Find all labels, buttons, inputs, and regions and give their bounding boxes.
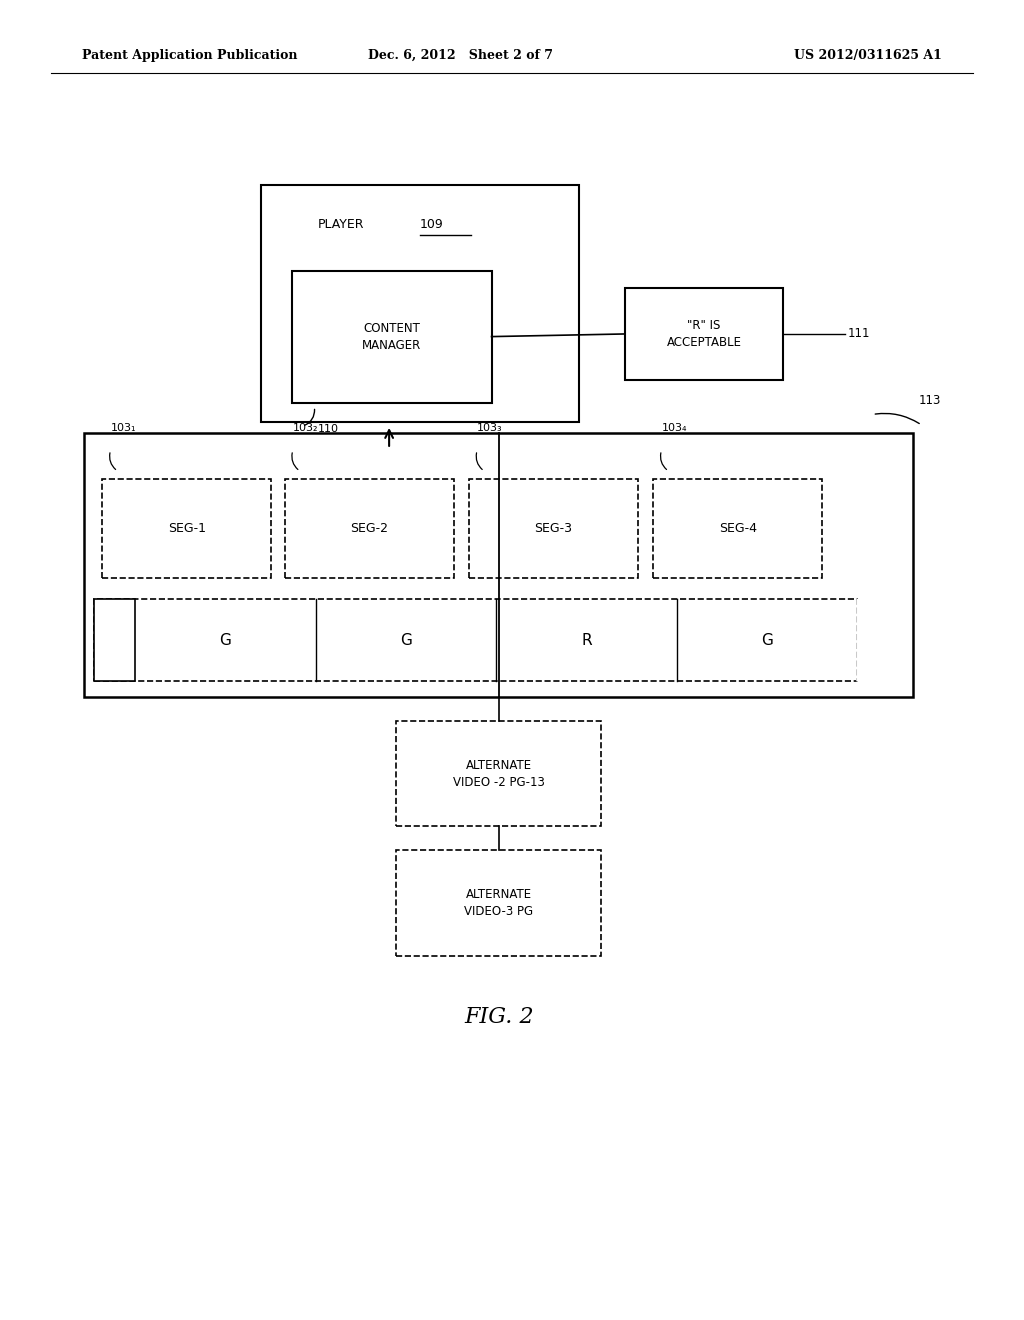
Text: SEG-2: SEG-2: [350, 523, 388, 535]
Text: FIG. 2: FIG. 2: [464, 1006, 534, 1028]
Text: G: G: [761, 632, 773, 648]
Text: 103₂: 103₂: [293, 422, 318, 433]
Bar: [292, 271, 492, 403]
Text: CONTENT
MANAGER: CONTENT MANAGER: [362, 322, 421, 351]
Text: "R" IS
ACCEPTABLE: "R" IS ACCEPTABLE: [667, 319, 741, 348]
Text: 110: 110: [317, 424, 339, 434]
FancyArrow shape: [857, 599, 900, 681]
Text: ALTERNATE
VIDEO-3 PG: ALTERNATE VIDEO-3 PG: [464, 888, 534, 917]
Text: SEG-4: SEG-4: [719, 523, 757, 535]
Bar: [261, 185, 579, 422]
Bar: [84, 433, 913, 697]
Bar: [94, 599, 135, 681]
Text: Patent Application Publication: Patent Application Publication: [82, 49, 297, 62]
Text: SEG-3: SEG-3: [535, 523, 572, 535]
Text: 111: 111: [848, 327, 870, 341]
Bar: [102, 479, 271, 578]
Text: SEG-1: SEG-1: [168, 523, 206, 535]
Text: 113: 113: [919, 393, 941, 407]
Bar: [469, 479, 638, 578]
Text: 103₃: 103₃: [477, 422, 503, 433]
Text: PLAYER: PLAYER: [317, 218, 364, 231]
Text: Dec. 6, 2012   Sheet 2 of 7: Dec. 6, 2012 Sheet 2 of 7: [369, 49, 553, 62]
Bar: [396, 850, 601, 956]
Text: R: R: [581, 632, 592, 648]
Bar: [625, 288, 783, 380]
Text: US 2012/0311625 A1: US 2012/0311625 A1: [795, 49, 942, 62]
Text: 103₄: 103₄: [662, 422, 687, 433]
Text: 109: 109: [420, 218, 443, 231]
Bar: [285, 479, 454, 578]
Text: G: G: [400, 632, 412, 648]
Bar: [94, 599, 857, 681]
Text: ALTERNATE
VIDEO -2 PG-13: ALTERNATE VIDEO -2 PG-13: [453, 759, 545, 788]
Text: G: G: [219, 632, 231, 648]
Bar: [396, 721, 601, 826]
Bar: [653, 479, 822, 578]
Text: 103₁: 103₁: [111, 422, 136, 433]
